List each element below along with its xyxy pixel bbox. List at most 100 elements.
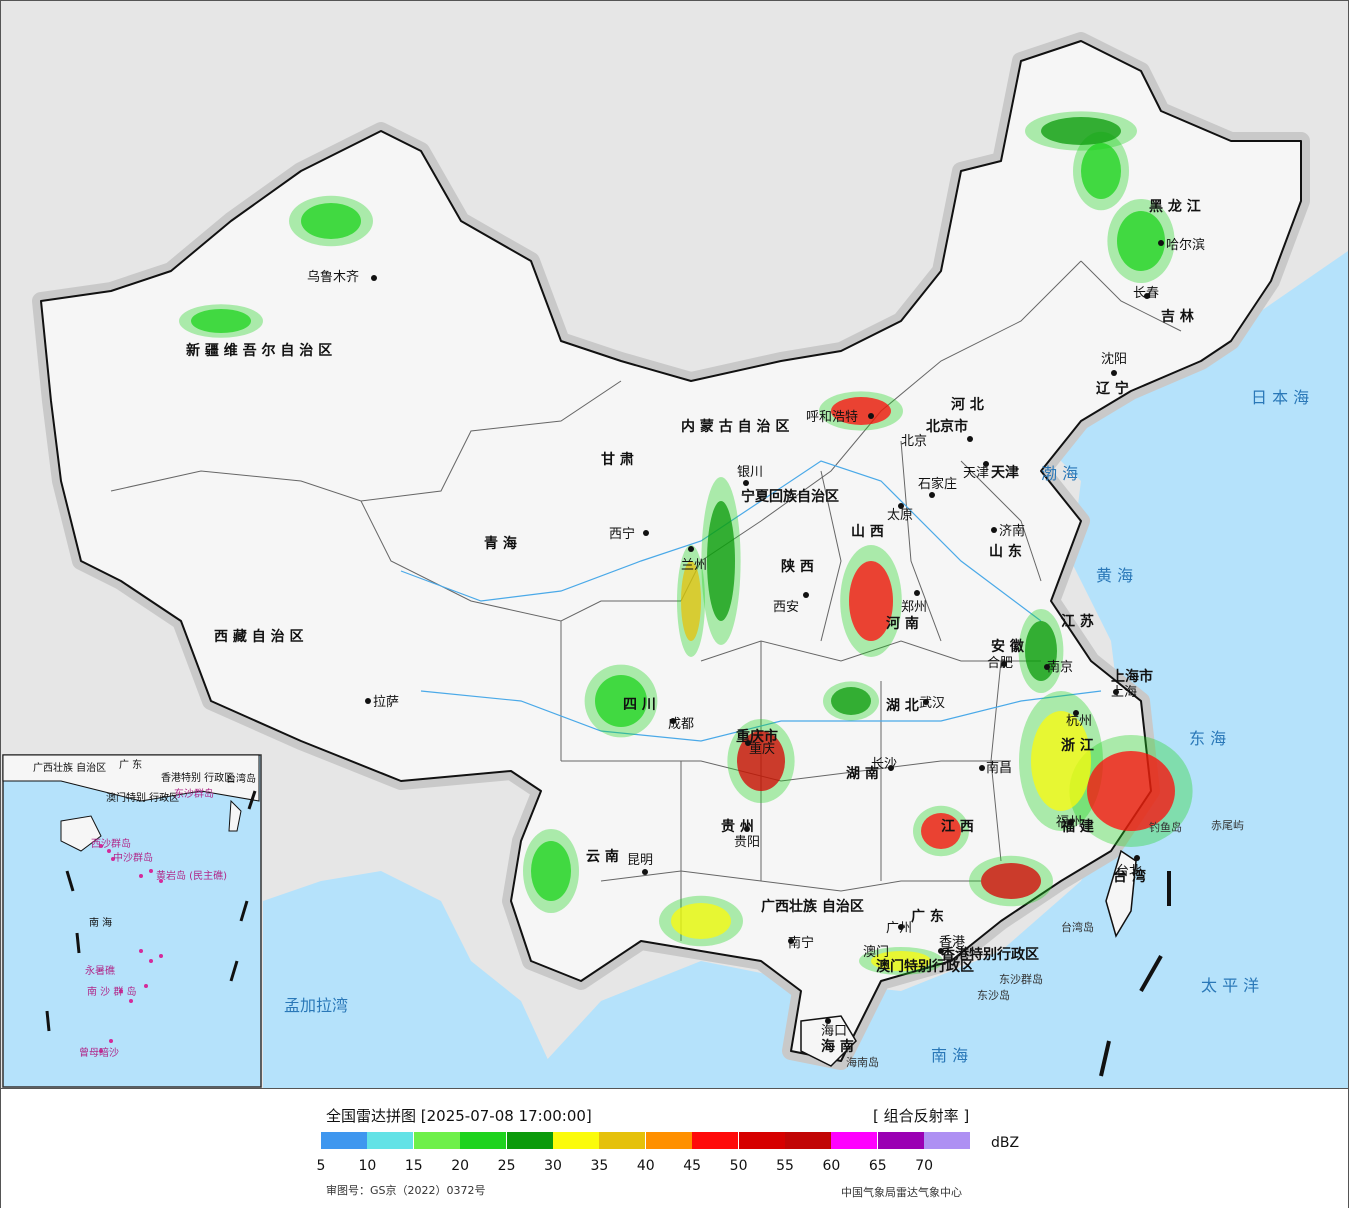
city-label: 沈阳 <box>1101 352 1127 367</box>
region-label: 江 苏 <box>1061 613 1094 630</box>
region-label: 海 南 <box>821 1038 854 1055</box>
sea-label: 太 平 洋 <box>1201 976 1259 995</box>
region-label: 吉 林 <box>1161 308 1194 325</box>
scale-tick-label: 70 <box>915 1158 934 1174</box>
city-marker <box>1144 293 1150 299</box>
echo-cluster <box>921 813 961 849</box>
echo-cluster <box>1081 143 1121 199</box>
scale-swatch <box>877 1132 924 1149</box>
scale-swatch <box>785 1132 831 1149</box>
region-label: 广西壮族 自治区 <box>761 898 864 915</box>
scale-swatch <box>553 1132 599 1149</box>
island-label: 台湾岛 <box>1061 920 1094 934</box>
city-label: 天津 <box>963 466 989 481</box>
region-label: 辽 宁 <box>1096 380 1129 397</box>
bay-of-bengal-area <box>263 871 561 1088</box>
city-label: 哈尔滨 <box>1166 237 1205 253</box>
city-marker <box>991 527 997 533</box>
city-label: 南京 <box>1047 659 1073 675</box>
region-label: 河 北 <box>951 396 984 413</box>
echo-cluster <box>1031 711 1091 811</box>
scale-swatch <box>645 1132 692 1149</box>
region-label: 江 西 <box>941 818 974 835</box>
sea-label: 日 本 海 <box>1251 388 1309 407</box>
city-marker <box>923 699 929 705</box>
city-label: 合肥 <box>987 656 1013 671</box>
city-marker <box>1001 661 1007 667</box>
region-label: 湖 北 <box>886 698 919 714</box>
region-label: 上海市 <box>1111 668 1153 685</box>
inset-label: 台湾岛 <box>226 772 256 785</box>
city-label: 南宁 <box>788 935 814 951</box>
island-label: 东沙岛 <box>977 988 1010 1002</box>
city-marker <box>1158 240 1164 246</box>
region-label: 甘 肃 <box>601 451 634 468</box>
region-label: 广 东 <box>911 908 944 925</box>
region-label: 黑 龙 江 <box>1149 198 1201 215</box>
city-label: 兰州 <box>681 558 707 573</box>
city-marker <box>744 826 750 832</box>
city-marker <box>643 530 649 536</box>
echo-cluster <box>871 951 931 971</box>
region-label: 宁夏回族自治区 <box>741 488 839 505</box>
inset-label: 广西壮族 自治区 <box>33 761 106 774</box>
radar-echoes <box>179 111 1193 975</box>
scale-tick-label: 20 <box>451 1158 470 1174</box>
region-label: 新 疆 维 吾 尔 自 治 区 <box>186 342 332 359</box>
city-marker <box>803 592 809 598</box>
city-marker <box>888 765 894 771</box>
city-marker <box>642 869 648 875</box>
inset-label: 广 东 <box>119 758 142 771</box>
region-label: 青 海 <box>484 535 517 552</box>
echo-cluster <box>681 561 701 641</box>
review-number: 审图号：GS京（2022）0372号 <box>326 1184 486 1197</box>
city-label: 武汉 <box>919 696 945 711</box>
scale-tick-label: 25 <box>497 1158 516 1174</box>
inset-label: 中沙群岛 <box>113 851 153 864</box>
region-label: 天津 <box>991 464 1019 481</box>
city-marker <box>914 590 920 596</box>
city-marker <box>1044 664 1050 670</box>
inset-label: 南 沙 群 岛 <box>87 985 137 998</box>
echo-cluster <box>981 863 1041 899</box>
map-labels: 新 疆 维 吾 尔 自 治 区西 藏 自 治 区 青 海四 川 甘 肃 内 蒙 古 自… <box>33 198 1309 1069</box>
echo-cluster <box>1117 211 1165 271</box>
city-marker <box>745 740 751 746</box>
region-label: 北京市 <box>926 418 968 435</box>
city-label: 太原 <box>887 508 913 523</box>
scale-tick-label: 40 <box>636 1158 655 1174</box>
echo-cluster <box>531 841 571 901</box>
city-marker <box>983 461 989 467</box>
inset-label: 永暑礁 <box>85 964 115 977</box>
city-marker <box>788 938 794 944</box>
scale-swatch <box>924 1132 971 1149</box>
echo-cluster <box>671 903 731 939</box>
echo-cluster <box>301 203 361 239</box>
city-marker <box>1113 689 1119 695</box>
sea-label: 南 海 <box>931 1046 968 1065</box>
region-label: 陕 西 <box>781 558 814 575</box>
region-label: 河 南 <box>886 615 919 632</box>
region-label: 浙 江 <box>1061 737 1094 754</box>
taiwan-island <box>1105 849 1137 938</box>
city-marker <box>371 275 377 281</box>
region-label: 内 蒙 古 自 治 区 <box>681 418 789 435</box>
city-label: 郑州 <box>901 600 927 615</box>
agency-name: 中国气象局雷达气象中心 <box>841 1186 962 1199</box>
scale-tick-label: 15 <box>404 1158 423 1174</box>
region-label: 西 藏 自 治 区 <box>214 628 304 645</box>
city-marker <box>670 718 676 724</box>
scale-tick-label: 10 <box>358 1158 377 1174</box>
scale-tick-label: 55 <box>776 1158 794 1174</box>
city-label: 南昌 <box>986 760 1012 776</box>
sea-label: 黄 海 <box>1096 566 1133 585</box>
city-marker <box>1068 819 1074 825</box>
scale-swatch <box>506 1132 553 1149</box>
city-marker <box>898 503 904 509</box>
sea-label: 渤 海 <box>1041 464 1078 483</box>
scale-swatch <box>831 1132 878 1149</box>
city-label: 西宁 <box>609 526 635 542</box>
region-label: 贵 州 <box>721 818 754 835</box>
inset-label: 香港特别 行政区 <box>161 771 234 784</box>
scale-swatch <box>460 1132 507 1149</box>
